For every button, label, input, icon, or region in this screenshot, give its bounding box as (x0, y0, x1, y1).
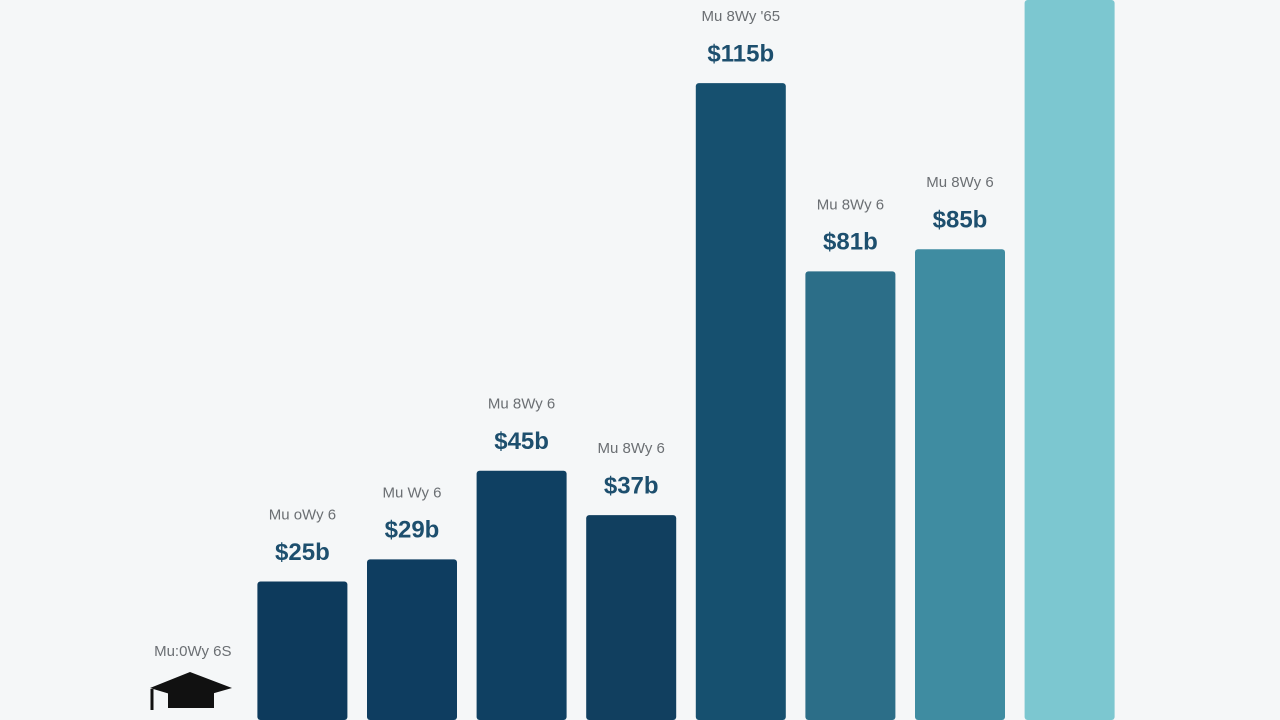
bar (695, 83, 786, 720)
category-label: Mu 8Wy '65 (702, 8, 781, 25)
value-label: $81b (823, 229, 878, 256)
value-label: $85b (933, 207, 988, 234)
category-label: Mu 8Wy 6 (817, 196, 884, 213)
value-label: $45b (494, 428, 549, 455)
category-label: Mu 8Wy 6 (598, 440, 665, 457)
bar (915, 249, 1005, 720)
bar (1024, 0, 1115, 720)
bar (805, 271, 896, 720)
bar (586, 515, 677, 720)
value-label: $37b (604, 472, 659, 499)
value-label: $25b (275, 539, 330, 566)
bar (257, 581, 348, 720)
value-label: $29b (385, 517, 440, 544)
category-label: Mu oWy 6 (269, 507, 336, 524)
category-label: Mu Wy 6 (382, 484, 441, 501)
graduation-cap-icon (150, 672, 232, 710)
category-label: Mu:0Wy 6S (154, 643, 231, 660)
bar (476, 470, 567, 720)
bar (367, 559, 457, 720)
category-label: Mu 8Wy 6 (926, 174, 993, 191)
value-label: $115b (707, 40, 774, 67)
category-label: Mu 8Wy 6 (488, 396, 555, 413)
